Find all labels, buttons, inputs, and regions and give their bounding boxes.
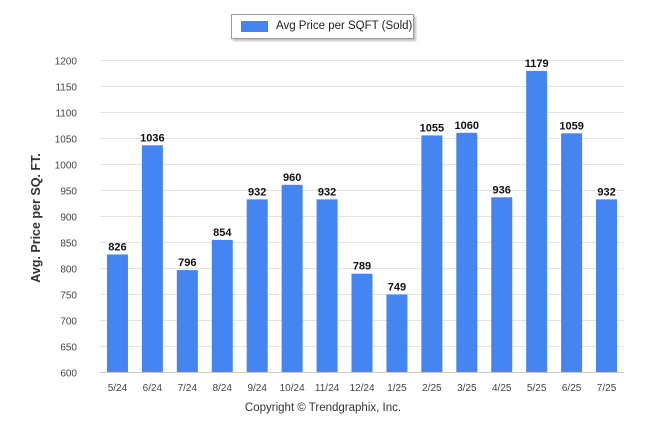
bar-value-label: 1055	[420, 122, 444, 134]
bar-value-label: 796	[178, 257, 196, 269]
bar	[596, 199, 618, 372]
bar	[316, 199, 338, 372]
y-tick-label: 750	[60, 291, 77, 302]
legend-label: Avg Price per SQFT (Sold)	[276, 20, 413, 32]
x-tick-label: 12/24	[349, 383, 374, 394]
bar-value-label: 826	[108, 241, 126, 253]
x-tick-label: 1/25	[387, 383, 407, 394]
y-tick-label: 800	[60, 265, 77, 276]
x-tick-label: 7/25	[597, 383, 617, 394]
bar-value-label: 936	[493, 184, 511, 196]
y-tick-label: 650	[60, 343, 77, 354]
bar	[351, 273, 373, 372]
x-tick-label: 2/25	[422, 383, 442, 394]
bar-value-label: 932	[597, 186, 615, 198]
bar-value-label: 749	[388, 282, 406, 294]
bar-value-label: 1060	[455, 120, 479, 132]
x-tick-label: 6/25	[562, 383, 582, 394]
bar-value-label: 960	[283, 172, 301, 184]
y-tick-label: 600	[60, 369, 77, 380]
bar-value-label: 789	[353, 261, 371, 273]
bar	[141, 145, 163, 372]
bar-value-label: 1059	[559, 120, 583, 132]
x-tick-label: 3/25	[457, 383, 477, 394]
bar-value-label: 932	[248, 186, 266, 198]
bar	[211, 239, 233, 372]
bar	[386, 294, 408, 372]
y-tick-label: 850	[60, 239, 77, 250]
bar	[561, 133, 583, 372]
bar	[526, 70, 548, 373]
bar-value-label: 854	[213, 227, 232, 239]
x-tick-label: 8/24	[213, 383, 233, 394]
x-tick-label: 7/24	[178, 383, 198, 394]
x-tick-label: 4/25	[492, 383, 512, 394]
chart-legend: Avg Price per SQFT (Sold)	[231, 14, 414, 39]
x-tick-label: 5/25	[527, 383, 547, 394]
bar	[421, 135, 443, 372]
x-tick-label: 10/24	[280, 383, 305, 394]
y-tick-label: 1150	[55, 83, 77, 94]
x-tick-label: 5/24	[108, 383, 128, 394]
bar	[176, 270, 198, 372]
bar	[246, 199, 268, 372]
legend-swatch	[241, 21, 268, 32]
bar-value-label: 1036	[140, 132, 164, 144]
bar	[456, 132, 478, 372]
bar-value-label: 932	[318, 186, 336, 198]
copyright-text: Copyright © Trendgraphix, Inc.	[244, 402, 402, 414]
y-tick-label: 900	[60, 213, 77, 224]
y-tick-label: 1000	[55, 161, 78, 172]
y-tick-label: 1050	[55, 135, 78, 146]
y-tick-label: 1100	[55, 109, 77, 120]
y-tick-label: 1200	[55, 57, 78, 68]
x-tick-label: 11/24	[315, 383, 340, 394]
y-tick-label: 700	[60, 317, 77, 328]
x-tick-label: 6/24	[143, 383, 163, 394]
bar	[106, 254, 128, 372]
bar	[491, 197, 513, 372]
y-tick-label: 950	[60, 187, 77, 198]
x-tick-label: 9/24	[247, 383, 267, 394]
bar	[281, 184, 303, 372]
bar-value-label: 1179	[525, 58, 549, 70]
